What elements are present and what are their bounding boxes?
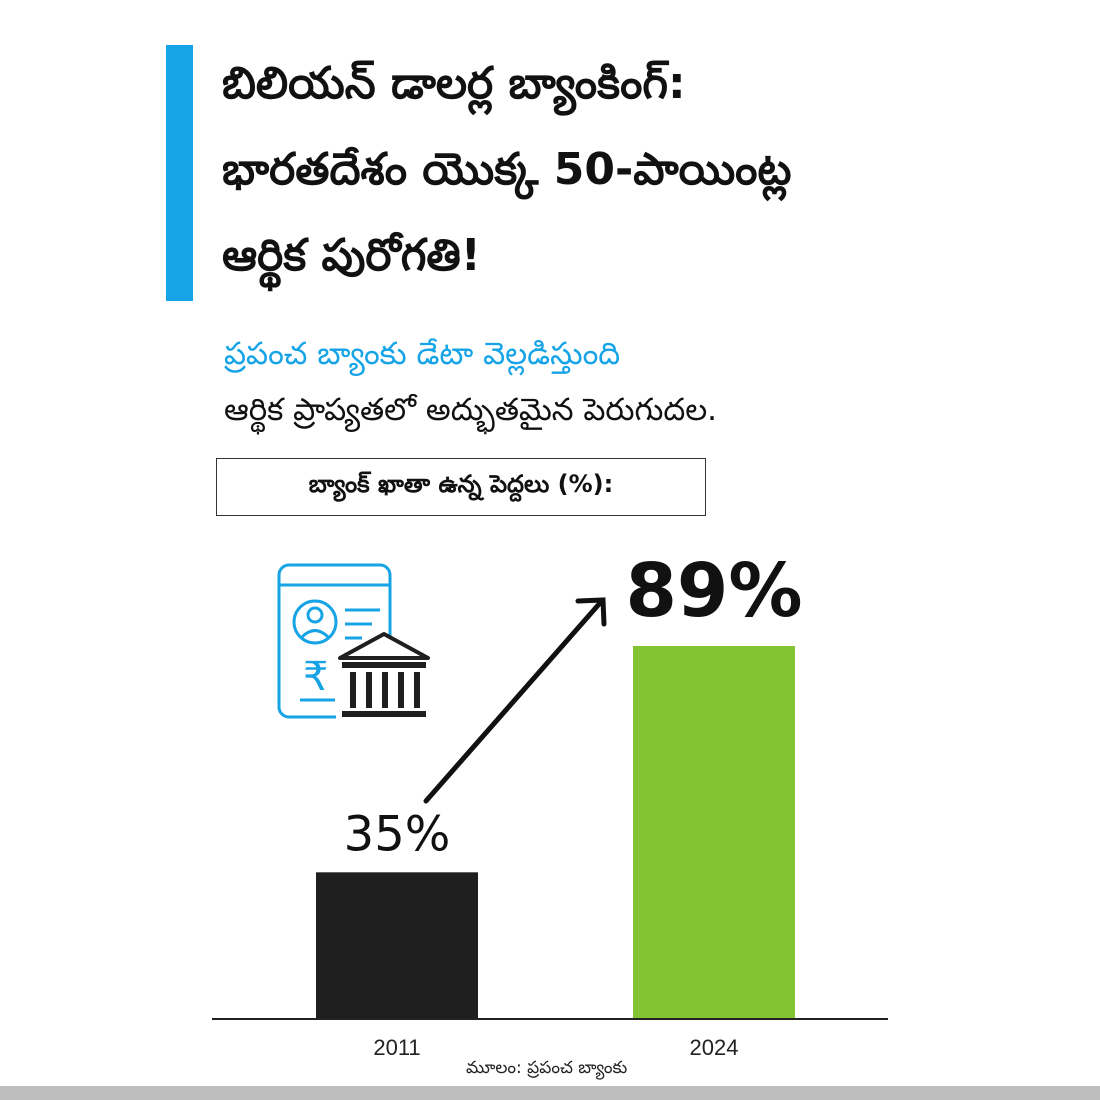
subtitle-highlight: ప్రపంచ బ్యాంకు డేటా వెల్లడిస్తుంది [224, 336, 621, 372]
title-accent-bar [166, 45, 193, 301]
x-tick-label-2011: 2011 [373, 1035, 420, 1060]
title-line-1: బిలియన్ డాలర్ల బ్యాంకింగ్: [222, 58, 686, 109]
title-line-2: భారతదేశం యొక్క 50-పాయింట్ల [222, 144, 792, 195]
title-line-3: ఆర్థిక పురోగతి! [222, 230, 481, 281]
data-label-2024: 89% [625, 548, 802, 634]
source-note: మూలం: ప్రపంచ బ్యాంకు [466, 1058, 628, 1078]
growth-arrow-icon [423, 597, 607, 804]
data-label-2011: 35% [344, 806, 451, 862]
bottom-strip [0, 1086, 1100, 1100]
svg-text:₹: ₹ [303, 654, 328, 700]
bank-building-icon [336, 632, 432, 724]
legend-box: బ్యాంక్ ఖాతా ఉన్న పెద్దలు (%): [216, 458, 706, 516]
bar-2011 [316, 872, 478, 1019]
subtitle-text: ఆర్థిక ప్రాప్యతలో అద్భుతమైన పెరుగుదల. [224, 392, 718, 428]
x-tick-label-2024: 2024 [690, 1035, 739, 1060]
bar-2024 [633, 646, 795, 1019]
legend-label: బ్యాంక్ ఖాతా ఉన్న పెద్దలు (%): [308, 470, 614, 498]
